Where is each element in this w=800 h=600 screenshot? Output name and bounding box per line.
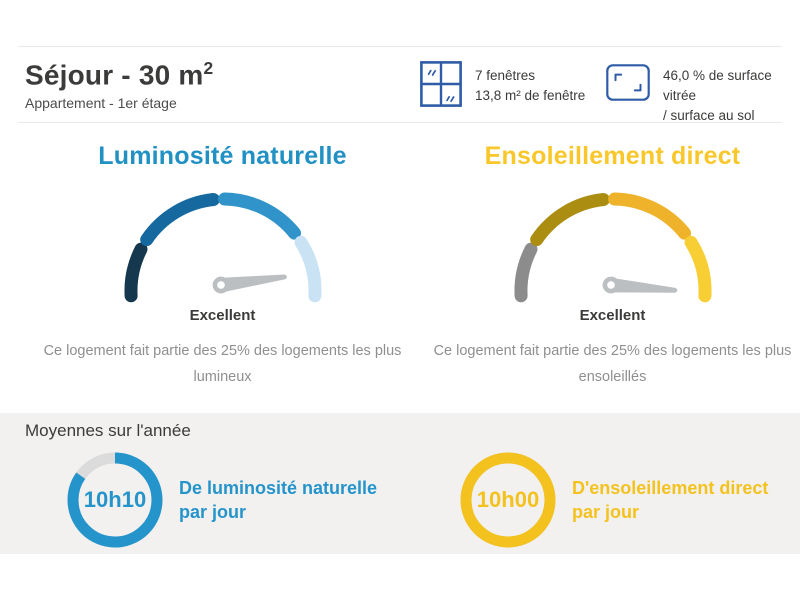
windows-count: 7 fenêtres — [475, 68, 536, 83]
square-meter-sup: 2 — [203, 58, 214, 78]
ring-value-arc — [67, 452, 163, 548]
windows-stat-text: 7 fenêtres 13,8 m² de fenêtre — [475, 61, 585, 106]
natural-light-description: Ce logement fait partie des 25% des loge… — [43, 343, 402, 385]
direct-sun-section: Ensoleillement direct Excellent Ce logem… — [430, 142, 795, 390]
direct-sun-description: Ce logement fait partie des 25% des loge… — [433, 343, 792, 385]
daily-direct-sun-value: 10h00 — [476, 487, 540, 512]
natural-light-section: Luminosité naturelle Excellent Ce logeme… — [40, 142, 405, 390]
gauge-segment-3 — [217, 192, 301, 240]
gauge-segment-4 — [294, 235, 321, 303]
ring-value-arc — [460, 452, 556, 548]
gauge-needle — [602, 276, 677, 294]
glazed-surface-icon — [606, 64, 650, 101]
glazed-ratio-unit: / surface au sol — [663, 108, 755, 123]
natural-light-title: Luminosité naturelle — [98, 142, 347, 170]
window-icon — [420, 61, 462, 107]
room-header: Séjour - 30 m2 Appartement - 1er étage — [25, 58, 213, 111]
direct-sun-rating: Excellent — [579, 307, 646, 324]
panel-heading: Moyennes sur l'année — [25, 421, 191, 440]
gauge-segment-3 — [607, 192, 691, 240]
gauge-segment-1 — [123, 242, 147, 303]
gauge-segment-2 — [529, 193, 610, 247]
natural-light-average: 10h10 De luminosité naturelle par jour — [67, 452, 377, 548]
direct-sun-average-label: D'ensoleillement direct par jour — [572, 478, 769, 522]
glazed-surface-text: 46,0 % de surface vitrée / surface au so… — [663, 64, 800, 126]
natural-light-rating: Excellent — [189, 307, 256, 324]
natural-light-average-label: De luminosité naturelle par jour — [179, 478, 378, 522]
top-divider — [18, 46, 782, 47]
page-subtitle: Appartement - 1er étage — [25, 95, 177, 112]
gauge-segment-2 — [139, 193, 220, 247]
yearly-averages-panel: Moyennes sur l'année 10h10 De luminosité… — [0, 413, 800, 554]
glazed-ratio: 46,0 % de surface vitrée — [663, 68, 772, 103]
glazed-surface-stat: 46,0 % de surface vitrée / surface au so… — [606, 64, 800, 126]
gauge-segment-1 — [513, 242, 537, 303]
daily-natural-light-value: 10h10 — [83, 487, 147, 512]
header-divider — [18, 122, 782, 123]
direct-sun-average: 10h00 D'ensoleillement direct par jour — [460, 452, 768, 548]
gauge-needle — [212, 274, 287, 294]
direct-sun-ring: 10h00 — [460, 452, 556, 548]
windows-stat: 7 fenêtres 13,8 m² de fenêtre — [420, 61, 585, 107]
gauge-segment-4 — [684, 235, 711, 303]
direct-sun-title: Ensoleillement direct — [484, 142, 741, 170]
natural-light-ring: 10h10 — [67, 452, 163, 548]
windows-area: 13,8 m² de fenêtre — [475, 88, 586, 103]
direct-sun-gauge — [513, 192, 711, 303]
natural-light-gauge — [123, 192, 321, 303]
page-title: Séjour - 30 m2 — [25, 58, 214, 91]
